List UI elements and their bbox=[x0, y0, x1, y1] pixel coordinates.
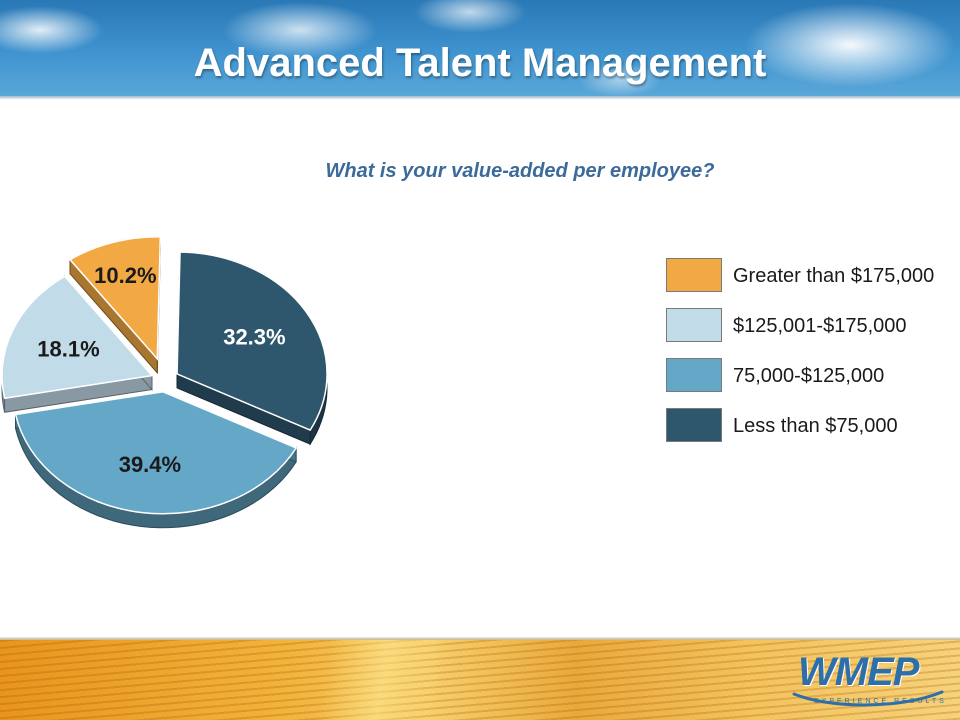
pie-value-label-125-001-175-000: 18.1% bbox=[37, 336, 99, 361]
footer-banner bbox=[0, 640, 960, 720]
pie-slice-greater-than-175-000 bbox=[68, 236, 162, 361]
legend-label: Greater than $175,000 bbox=[733, 265, 935, 287]
pie-slice-125-001-175-000 bbox=[1, 275, 154, 400]
legend-label: 75,000-$125,000 bbox=[733, 365, 885, 387]
legend-swatch bbox=[666, 258, 722, 292]
footer-divider bbox=[0, 637, 960, 640]
pie-slice-less-than-75-000 bbox=[176, 251, 328, 432]
legend-swatch bbox=[666, 308, 722, 342]
logo-wordmark: WMEP bbox=[798, 650, 919, 694]
wmep-logo: WMEP EXPERIENCE RESULTS bbox=[788, 648, 948, 714]
header-divider bbox=[0, 96, 960, 99]
pie-value-label-greater-than-175-000: 10.2% bbox=[94, 263, 156, 288]
legend-item: Less than $75,000 bbox=[666, 408, 956, 444]
legend-item: $125,001-$175,000 bbox=[666, 308, 956, 344]
header-banner bbox=[0, 0, 960, 96]
legend-label: $125,001-$175,000 bbox=[733, 315, 907, 337]
slide-title: Advanced Talent Management bbox=[193, 41, 767, 85]
logo-swoosh-icon bbox=[792, 690, 944, 707]
pie-chart: 10.2% 32.3% 39.4% 18.1% bbox=[1, 236, 328, 529]
legend-item: Greater than $175,000 bbox=[666, 258, 956, 294]
logo-tagline: EXPERIENCE RESULTS bbox=[814, 698, 947, 705]
pie-value-label-75-000-125-000: 39.4% bbox=[119, 452, 181, 477]
legend-swatch bbox=[666, 358, 722, 392]
pie-value-label-less-than-75-000: 32.3% bbox=[223, 325, 285, 350]
legend-label: Less than $75,000 bbox=[733, 415, 898, 437]
legend-item: 75,000-$125,000 bbox=[666, 358, 956, 394]
chart-title: What is your value-added per employee? bbox=[325, 160, 715, 182]
pie-slice-75-000-125-000 bbox=[14, 391, 298, 515]
legend-swatch bbox=[666, 408, 722, 442]
